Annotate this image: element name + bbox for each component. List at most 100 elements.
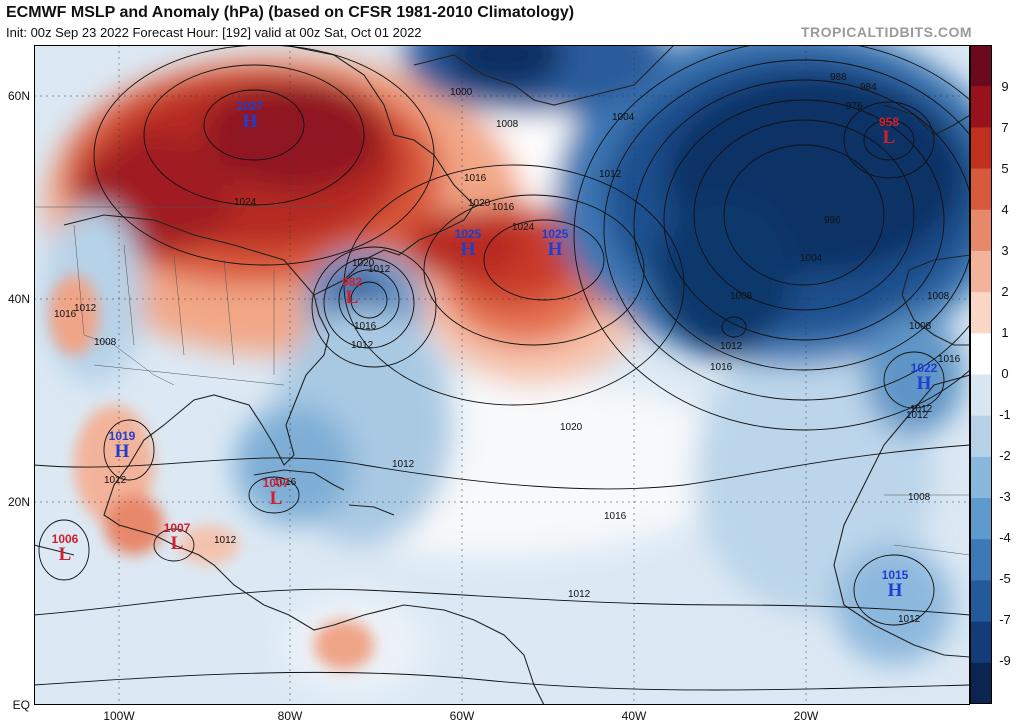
- colorbar-swatch: [970, 168, 992, 211]
- pressure-value: 1019: [108, 429, 136, 443]
- pressure-value: 1007: [262, 476, 290, 490]
- isobar-label: 1008: [496, 119, 519, 130]
- pressure-letter: H: [114, 441, 130, 462]
- pressure-letter: H: [887, 580, 903, 601]
- isobar-label: 1012: [104, 475, 127, 486]
- colorbar-label: 5: [1001, 161, 1009, 176]
- lon-label-20w: 20W: [793, 709, 819, 723]
- isobar-label: 984: [860, 82, 877, 93]
- isobar-label: 1024: [234, 197, 257, 208]
- pressure-letter: L: [170, 533, 184, 554]
- colorbar-swatch: [970, 498, 992, 540]
- colorbar-swatch: [970, 333, 992, 376]
- isobar-label: 1020: [560, 422, 583, 433]
- high-pressure-center: 1022 H: [904, 362, 944, 393]
- colorbar-swatch: [970, 292, 992, 334]
- isobar-label: 1012: [368, 264, 391, 275]
- forecast-info: Init: 00z Sep 23 2022 Forecast Hour: [19…: [6, 25, 422, 40]
- isobar-label: 1016: [492, 202, 515, 213]
- isobar-label: 988: [830, 72, 847, 83]
- pressure-letter: L: [269, 488, 283, 509]
- high-pressure-center: 1025 H: [535, 228, 575, 259]
- isobar-label: 1016: [54, 309, 77, 320]
- colorbar-swatch: [970, 127, 992, 170]
- isobar-label: 1016: [354, 321, 377, 332]
- low-pressure-center: 958 L: [869, 116, 909, 147]
- brand-watermark: TROPICALTIDBITS.COM: [800, 24, 972, 40]
- colorbar-swatch: [970, 415, 992, 458]
- isobar-label: 1012: [720, 341, 743, 352]
- pressure-letter: L: [882, 127, 896, 148]
- colorbar-label: 1: [1001, 325, 1009, 340]
- isobar-label: 1012: [599, 169, 622, 180]
- colorbar-label: 7: [1001, 120, 1009, 135]
- colorbar-swatch: [970, 374, 992, 417]
- isobar-label: 1008: [927, 291, 950, 302]
- pressure-value: 1006: [51, 532, 79, 546]
- colorbar-label: 2: [1001, 284, 1009, 299]
- lat-label-60n: 60N: [7, 89, 30, 103]
- pressure-value: 1022: [910, 361, 938, 375]
- pressure-letter: L: [345, 287, 359, 308]
- pressure-value: 982: [341, 275, 363, 289]
- high-pressure-center: 1015 H: [875, 569, 915, 600]
- colorbar-label: -9: [999, 653, 1011, 668]
- colorbar-swatch: [970, 662, 992, 704]
- isobar-label: 1008: [908, 492, 931, 503]
- colorbar-swatch: [970, 250, 992, 293]
- pressure-value: 1027: [236, 99, 264, 113]
- pressure-value: 1015: [881, 568, 909, 582]
- colorbar-label: -7: [999, 612, 1011, 627]
- lat-label-equator: EQ: [12, 698, 30, 712]
- pressure-letter: L: [58, 544, 72, 565]
- grid-lines: [34, 45, 970, 705]
- map-frame: [34, 45, 970, 705]
- colorbar-swatch: [970, 539, 992, 582]
- colorbar-label: -3: [999, 489, 1011, 504]
- isobar-label: 1012: [568, 589, 591, 600]
- isobar-label: 1020: [352, 258, 375, 269]
- pressure-value: 1025: [454, 227, 482, 241]
- isobar-label: 1012: [214, 535, 237, 546]
- anomaly-colorbar: [970, 45, 992, 704]
- pressure-value: 958: [878, 115, 900, 129]
- pressure-letter: H: [547, 239, 563, 260]
- colorbar-swatch: [970, 86, 992, 128]
- lat-label-40n: 40N: [7, 292, 30, 306]
- isobars: [34, 45, 970, 691]
- isobar-label: 1012: [351, 340, 374, 351]
- colorbar-swatch: [970, 456, 992, 499]
- pressure-letter: H: [460, 239, 476, 260]
- isobar-label: 1020: [468, 198, 491, 209]
- colorbar-swatch: [970, 580, 992, 623]
- isobar-label: 1024: [512, 222, 535, 233]
- high-pressure-center: 1025 H: [448, 228, 488, 259]
- high-pressure-center: 1027 H: [230, 100, 270, 131]
- lon-label-80w: 80W: [277, 709, 303, 723]
- lat-label-20n: 20N: [7, 495, 30, 509]
- low-pressure-center: 1007 L: [256, 477, 296, 508]
- colorbar-label: -5: [999, 571, 1011, 586]
- colorbar-label: 4: [1001, 202, 1009, 217]
- political-borders: [34, 206, 970, 556]
- colorbar-label: 0: [1001, 366, 1009, 381]
- pressure-value: 1007: [163, 521, 191, 535]
- isobar-label: 1000: [450, 87, 473, 98]
- isobar-label: 1016: [604, 511, 627, 522]
- isobar-label: 1012: [74, 303, 97, 314]
- lon-label-60w: 60W: [449, 709, 475, 723]
- colorbar-swatch: [970, 621, 992, 664]
- colorbar-label: -2: [999, 448, 1011, 463]
- colorbar-swatch: [970, 209, 992, 252]
- low-pressure-center: 982 L: [332, 276, 372, 307]
- pressure-letter: H: [916, 373, 932, 394]
- colorbar-label: 9: [1001, 79, 1009, 94]
- colorbar-label: -4: [999, 530, 1011, 545]
- isobar-label: 1012: [898, 614, 921, 625]
- isobar-label: 1008: [94, 337, 117, 348]
- colorbar-label: -1: [999, 407, 1011, 422]
- low-pressure-center: 1007 L: [157, 522, 197, 553]
- low-pressure-center: 1006 L: [45, 533, 85, 564]
